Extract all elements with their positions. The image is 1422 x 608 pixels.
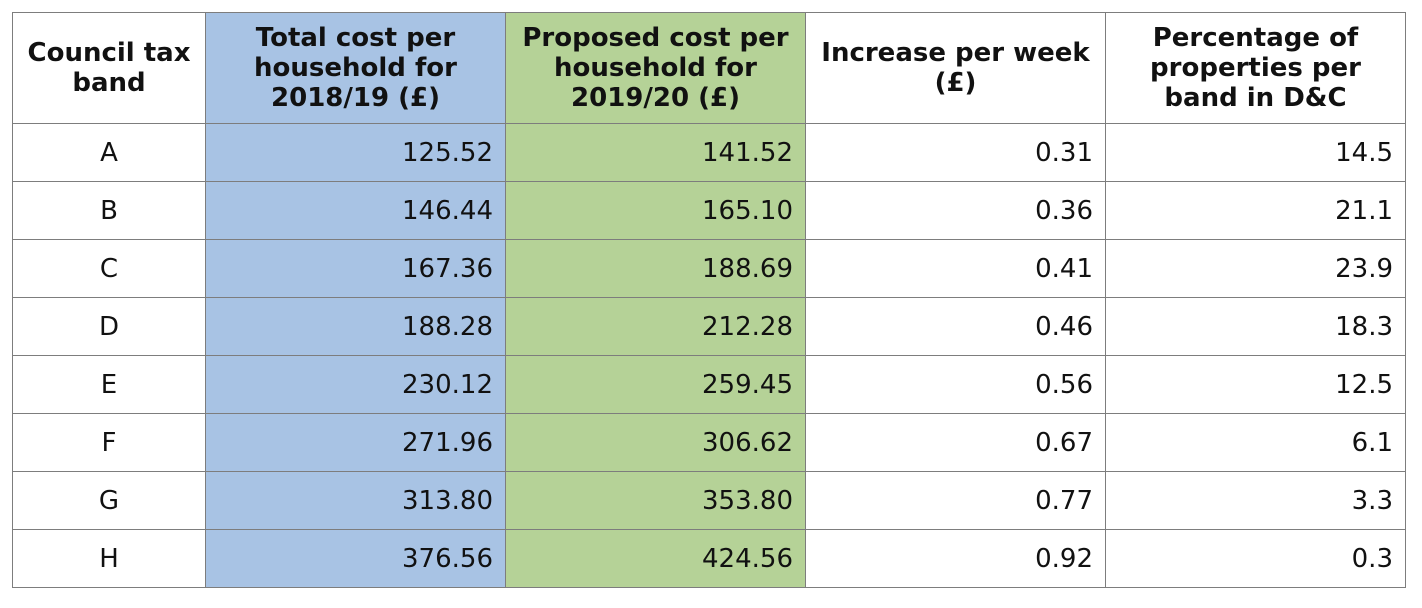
band-cell: A [12, 123, 206, 182]
council-tax-table: Council tax band Total cost per househol… [12, 12, 1406, 588]
increase-cell: 0.92 [805, 529, 1106, 588]
header-total-cost-2018-19: Total cost per household for 2018/19 (£) [205, 12, 506, 124]
cost-2019-cell: 424.56 [505, 529, 806, 588]
cost-2018-cell: 271.96 [205, 413, 506, 472]
header-council-tax-band: Council tax band [12, 12, 206, 124]
percentage-cell: 3.3 [1105, 471, 1406, 530]
band-cell: G [12, 471, 206, 530]
table-row: G 313.80 353.80 0.77 3.3 [12, 471, 1406, 530]
header-proposed-cost-2019-20: Proposed cost per household for 2019/20 … [505, 12, 806, 124]
increase-cell: 0.56 [805, 355, 1106, 414]
header-row: Council tax band Total cost per househol… [12, 12, 1406, 124]
cost-2019-cell: 259.45 [505, 355, 806, 414]
cost-2018-cell: 376.56 [205, 529, 506, 588]
percentage-cell: 12.5 [1105, 355, 1406, 414]
cost-2018-cell: 188.28 [205, 297, 506, 356]
band-cell: E [12, 355, 206, 414]
percentage-cell: 18.3 [1105, 297, 1406, 356]
table-row: C 167.36 188.69 0.41 23.9 [12, 239, 1406, 298]
cost-2019-cell: 188.69 [505, 239, 806, 298]
increase-cell: 0.41 [805, 239, 1106, 298]
band-cell: B [12, 181, 206, 240]
percentage-cell: 14.5 [1105, 123, 1406, 182]
cost-2019-cell: 353.80 [505, 471, 806, 530]
cost-2018-cell: 167.36 [205, 239, 506, 298]
increase-cell: 0.36 [805, 181, 1106, 240]
percentage-cell: 21.1 [1105, 181, 1406, 240]
percentage-cell: 23.9 [1105, 239, 1406, 298]
increase-cell: 0.77 [805, 471, 1106, 530]
table-row: A 125.52 141.52 0.31 14.5 [12, 123, 1406, 182]
band-cell: F [12, 413, 206, 472]
band-cell: D [12, 297, 206, 356]
cost-2018-cell: 230.12 [205, 355, 506, 414]
cost-2019-cell: 306.62 [505, 413, 806, 472]
table-row: B 146.44 165.10 0.36 21.1 [12, 181, 1406, 240]
increase-cell: 0.31 [805, 123, 1106, 182]
cost-2018-cell: 125.52 [205, 123, 506, 182]
cost-2018-cell: 146.44 [205, 181, 506, 240]
band-cell: C [12, 239, 206, 298]
header-percentage-properties: Percentage of properties per band in D&C [1105, 12, 1406, 124]
cost-2019-cell: 212.28 [505, 297, 806, 356]
percentage-cell: 0.3 [1105, 529, 1406, 588]
table-row: H 376.56 424.56 0.92 0.3 [12, 529, 1406, 588]
cost-2018-cell: 313.80 [205, 471, 506, 530]
table-row: D 188.28 212.28 0.46 18.3 [12, 297, 1406, 356]
cost-2019-cell: 141.52 [505, 123, 806, 182]
percentage-cell: 6.1 [1105, 413, 1406, 472]
increase-cell: 0.46 [805, 297, 1106, 356]
cost-2019-cell: 165.10 [505, 181, 806, 240]
band-cell: H [12, 529, 206, 588]
table-row: F 271.96 306.62 0.67 6.1 [12, 413, 1406, 472]
table-row: E 230.12 259.45 0.56 12.5 [12, 355, 1406, 414]
increase-cell: 0.67 [805, 413, 1106, 472]
header-increase-per-week: Increase per week (£) [805, 12, 1106, 124]
